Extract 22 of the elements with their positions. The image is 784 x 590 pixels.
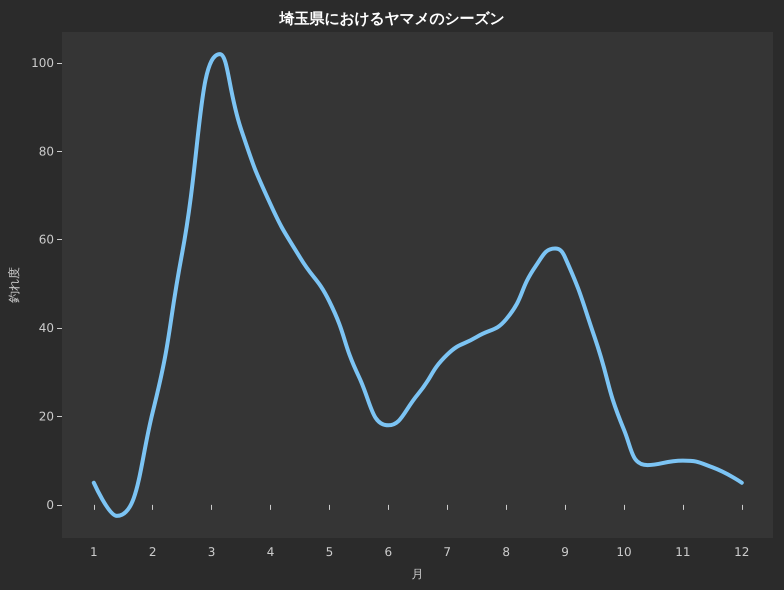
x-tick-label: 2 bbox=[148, 545, 157, 559]
x-tick-label: 4 bbox=[266, 545, 274, 559]
y-tick-label: 100 bbox=[31, 56, 54, 70]
x-tick-label: 5 bbox=[326, 545, 334, 559]
x-tick-label: 6 bbox=[384, 545, 392, 559]
x-axis-title: 月 bbox=[412, 567, 424, 581]
chart-title: 埼玉県におけるヤマメのシーズン bbox=[278, 10, 504, 28]
x-tick-label: 8 bbox=[502, 545, 510, 559]
x-tick-label: 9 bbox=[561, 545, 569, 559]
x-tick-label: 12 bbox=[734, 545, 750, 559]
x-tick-label: 11 bbox=[675, 545, 691, 559]
y-tick-label: 0 bbox=[46, 498, 54, 512]
y-tick-label: 80 bbox=[38, 144, 54, 158]
x-tick-label: 1 bbox=[90, 545, 98, 559]
x-tick-label: 7 bbox=[443, 545, 452, 559]
y-tick-label: 60 bbox=[38, 232, 54, 247]
y-tick-label: 20 bbox=[38, 409, 54, 424]
x-tick-label: 3 bbox=[208, 545, 216, 559]
x-tick-label: 10 bbox=[616, 545, 632, 559]
line-series bbox=[92, 52, 744, 518]
y-axis-title: 釣れ度 bbox=[7, 267, 22, 303]
y-tick-label: 40 bbox=[38, 321, 54, 336]
